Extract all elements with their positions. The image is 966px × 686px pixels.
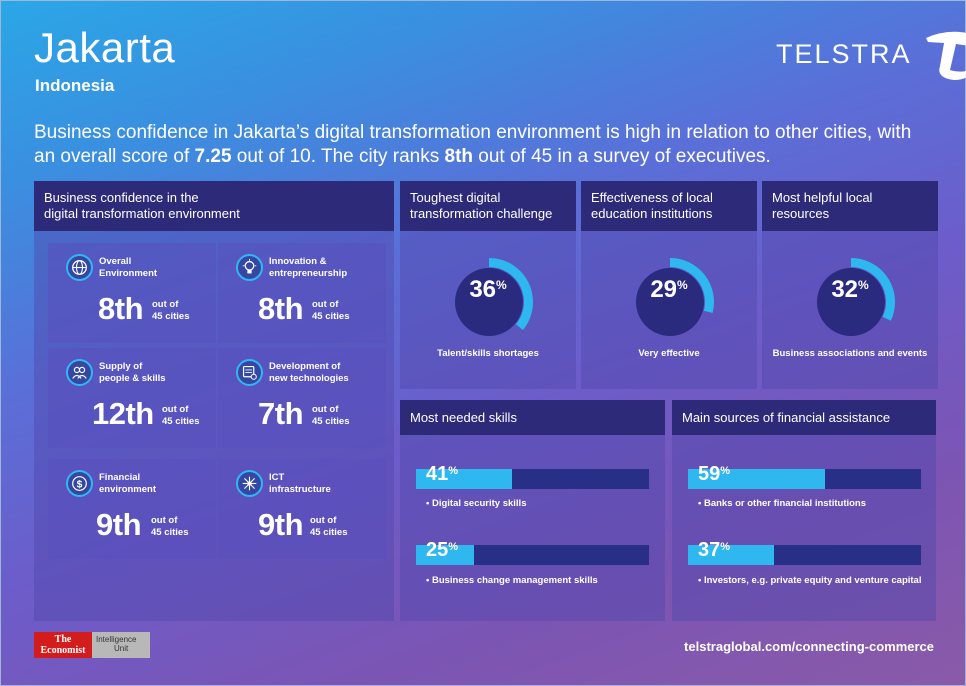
rank-out-of: out of 45 cities: [162, 404, 200, 427]
rank-value: 9th: [96, 507, 142, 542]
rank-card-overall: Overall Environment 8th out of 45 cities: [48, 243, 216, 343]
skill-label: • Digital security skills: [426, 498, 527, 509]
donut-label: Business associations and events: [772, 348, 928, 359]
challenge-panel-title: Toughest digital transformation challenge: [400, 181, 576, 231]
education-panel: Effectiveness of local education institut…: [581, 181, 757, 389]
donut-center: [455, 268, 523, 336]
donut-label: Talent/skills shortages: [437, 348, 539, 359]
finance-label: • Banks or other financial institutions: [698, 498, 867, 509]
tech-icon: [236, 359, 263, 386]
donut-center: [636, 268, 704, 336]
donut-chart: [455, 258, 533, 336]
donut-percent: 32%: [831, 276, 869, 303]
economist-logo: The Economist Intelligence Unit: [34, 632, 150, 658]
rank-card-innovation: Innovation & entrepreneurship 8th out of 4…: [218, 243, 386, 343]
lightbulb-icon: [236, 254, 263, 281]
rank-card-label: Innovation & entrepreneurship: [269, 256, 348, 279]
skills-panel: Most needed skills 41% • Digital securit…: [400, 400, 665, 621]
page-title: Jakarta: [34, 24, 176, 71]
finance-bar: [688, 545, 921, 565]
donut-chart: [817, 258, 895, 336]
rank-out-of: out of 45 cities: [312, 299, 350, 322]
rank-card-label: Development of new technologies: [269, 361, 349, 384]
skill-label: • Business change management skills: [426, 575, 598, 586]
finance-label: • Investors, e.g. private equity and ven…: [698, 575, 922, 586]
economist-wordmark: The Economist: [34, 632, 92, 658]
rank-out-of: out of 45 cities: [151, 515, 189, 538]
dollar-icon: $: [66, 470, 93, 497]
confidence-panel: Business confidence in the digital trans…: [34, 181, 394, 621]
donut-arc: [489, 258, 533, 331]
people-icon: [66, 359, 93, 386]
overall-rank: 8th: [444, 146, 474, 167]
finance-panel-title: Main sources of financial assistance: [672, 400, 936, 435]
skill-bar-fill: [416, 469, 512, 489]
svg-text:$: $: [77, 479, 83, 490]
finance-bar-fill: [688, 545, 775, 565]
rank-card-label: ICT infrastructure: [269, 472, 331, 495]
skill-percent: 41%: [426, 463, 459, 485]
rank-card-ict: ICT infrastructure 9th out of 45 cities: [218, 459, 386, 559]
globe-icon: [66, 254, 93, 281]
rank-card-label: Overall Environment: [99, 256, 158, 279]
rank-card-label: Supply of people & skills: [99, 361, 166, 384]
challenge-panel: Toughest digital transformation challenge…: [400, 181, 576, 389]
telstra-logo: TELSTRA: [776, 26, 966, 82]
donut-label: Very effective: [638, 348, 700, 359]
donut-percent: 36%: [469, 276, 507, 303]
rank-card-financial: $ Financial environment 9th out of 45 citi…: [48, 459, 216, 559]
rank-value: 8th: [258, 291, 304, 326]
donut-arc: [670, 258, 714, 313]
finance-percent: 37%: [698, 539, 731, 561]
rank-out-of: out of 45 cities: [312, 404, 350, 427]
skill-bar: [416, 469, 649, 489]
skill-bar-fill: [416, 545, 475, 565]
rank-out-of: out of 45 cities: [152, 299, 190, 322]
rank-value: 8th: [98, 291, 144, 326]
skills-panel-title: Most needed skills: [400, 400, 665, 435]
donut-percent: 29%: [650, 276, 688, 303]
skill-percent: 25%: [426, 539, 459, 561]
donut-arc: [851, 258, 895, 321]
rank-value: 7th: [258, 396, 304, 431]
finance-bar: [688, 469, 921, 489]
intro-text: Business confidence in Jakarta’s digital…: [34, 122, 912, 167]
confidence-panel-header: Business confidence in the digital trans…: [34, 181, 394, 231]
footer-link[interactable]: telstraglobal.com/connecting-commerce: [684, 639, 934, 654]
confidence-panel-body: Overall Environment 8th out of 45 cities I…: [34, 231, 394, 621]
donut-chart: [636, 258, 714, 336]
rank-card-people: Supply of people & skills 12th out of 45 c…: [48, 348, 216, 448]
eiu-wordmark: Intelligence Unit: [92, 632, 150, 658]
resources-panel-title: Most helpful local resources: [762, 181, 938, 231]
network-icon: [236, 470, 263, 497]
finance-bar-fill: [688, 469, 826, 489]
confidence-panel-title: Business confidence in the digital trans…: [44, 190, 240, 221]
rank-card-technology: Development of new technologies 7th out o…: [218, 348, 386, 448]
finance-panel: Main sources of financial assistance 59%…: [672, 400, 936, 621]
telstra-t-icon: [925, 31, 966, 80]
donut-center: [817, 268, 885, 336]
finance-percent: 59%: [698, 463, 731, 485]
rank-value: 9th: [258, 507, 304, 542]
overall-score: 7.25: [194, 146, 232, 167]
education-panel-title: Effectiveness of local education institut…: [581, 181, 757, 231]
skill-bar: [416, 545, 649, 565]
page-subtitle: Indonesia: [35, 76, 115, 95]
rank-value: 12th: [92, 396, 154, 431]
resources-panel: Most helpful local resources 32% Business…: [762, 181, 938, 389]
telstra-wordmark: TELSTRA: [776, 38, 912, 69]
rank-out-of: out of 45 cities: [310, 515, 348, 538]
rank-card-label: Financial environment: [99, 472, 157, 495]
